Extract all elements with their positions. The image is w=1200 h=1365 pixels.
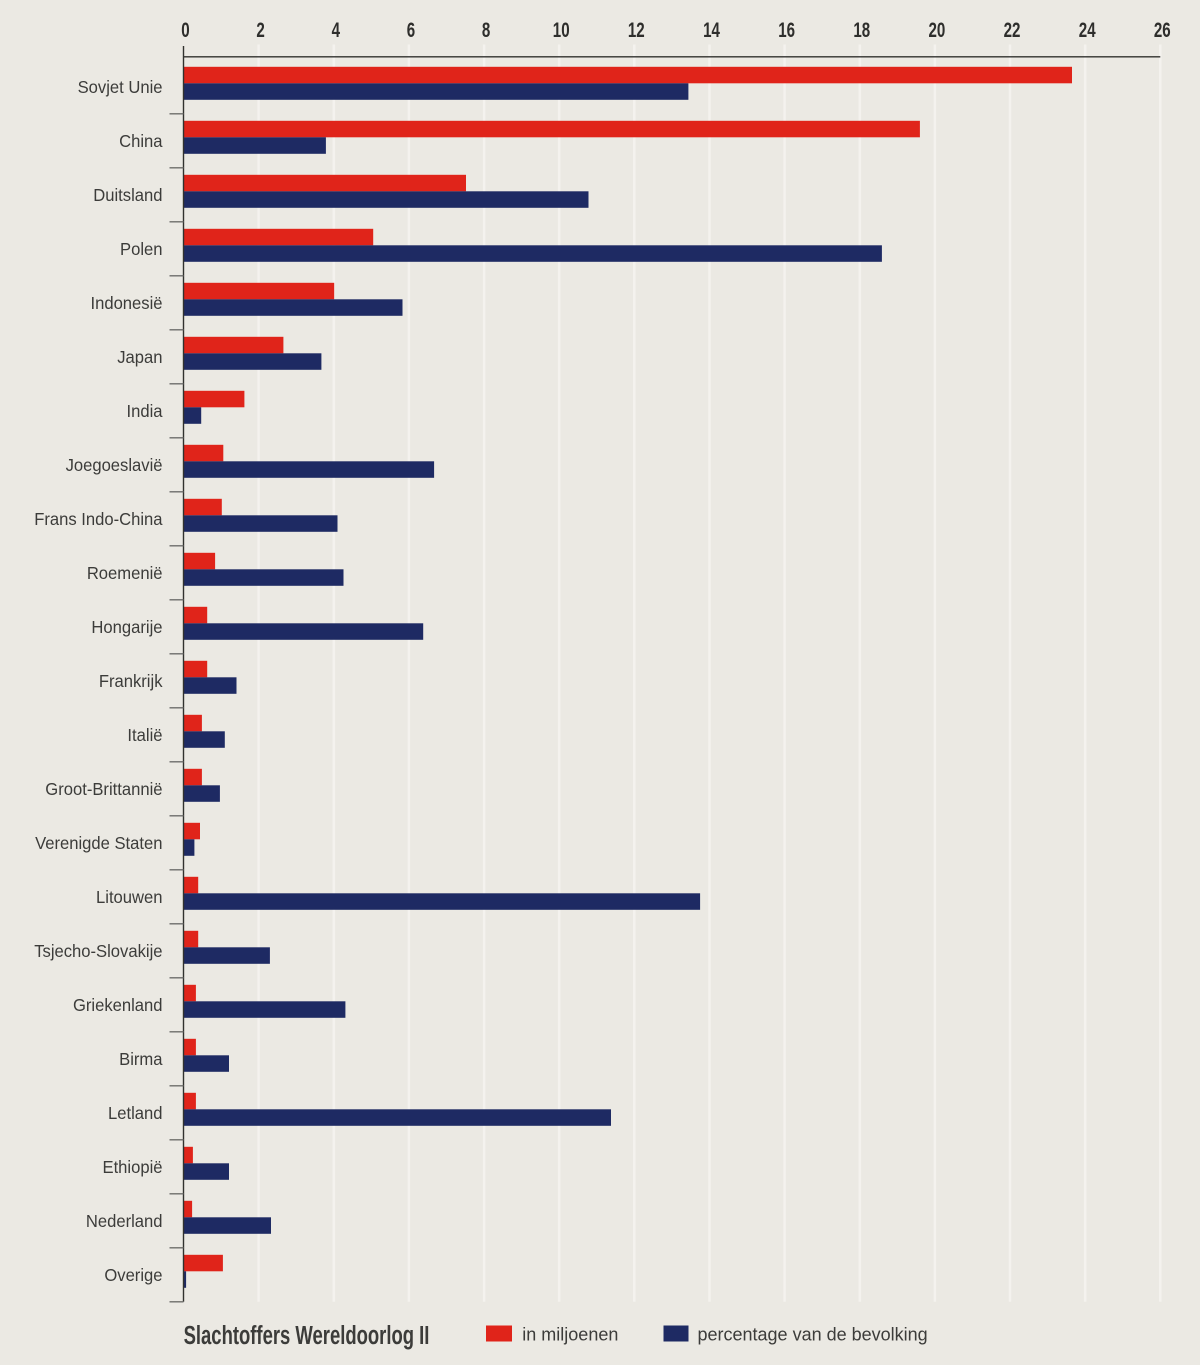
svg-text:Frankrijk: Frankrijk [99, 671, 163, 690]
svg-text:Polen: Polen [120, 239, 162, 258]
svg-text:Sovjet Unie: Sovjet Unie [78, 77, 163, 96]
svg-text:4: 4 [332, 17, 341, 41]
svg-text:Indonesië: Indonesië [90, 293, 162, 312]
svg-text:India: India [126, 401, 163, 420]
svg-text:Roemenië: Roemenië [87, 563, 163, 582]
svg-text:18: 18 [853, 17, 870, 41]
svg-text:Tsjecho-Slovakije: Tsjecho-Slovakije [34, 941, 162, 960]
svg-text:Ethiopië: Ethiopië [102, 1157, 162, 1176]
svg-text:China: China [119, 131, 163, 150]
svg-text:Verenigde Staten: Verenigde Staten [35, 833, 162, 852]
svg-text:20: 20 [928, 17, 945, 41]
svg-text:16: 16 [778, 17, 795, 41]
svg-text:Japan: Japan [117, 347, 162, 366]
svg-text:Litouwen: Litouwen [96, 887, 162, 906]
svg-text:Overige: Overige [104, 1265, 162, 1284]
svg-text:0: 0 [181, 17, 189, 41]
svg-text:Nederland: Nederland [86, 1211, 163, 1230]
svg-text:Joegoeslavië: Joegoeslavië [66, 455, 163, 474]
svg-text:14: 14 [703, 17, 720, 41]
svg-text:in miljoenen: in miljoenen [522, 1325, 618, 1345]
svg-text:Griekenland: Griekenland [73, 995, 163, 1014]
svg-text:26: 26 [1154, 17, 1171, 41]
svg-text:Groot-Brittannië: Groot-Brittannië [45, 779, 162, 798]
svg-text:22: 22 [1004, 17, 1021, 41]
svg-text:Birma: Birma [119, 1049, 163, 1068]
svg-text:Slachtoffers Wereldoorlog II: Slachtoffers Wereldoorlog II [184, 1321, 430, 1350]
svg-text:percentage van de bevolking: percentage van de bevolking [698, 1325, 928, 1345]
svg-text:10: 10 [553, 17, 570, 41]
svg-text:24: 24 [1079, 17, 1096, 41]
svg-text:Hongarije: Hongarije [91, 617, 162, 636]
svg-text:8: 8 [482, 17, 490, 41]
svg-text:6: 6 [407, 17, 415, 41]
svg-text:Italië: Italië [127, 725, 162, 744]
svg-text:Frans Indo-China: Frans Indo-China [34, 509, 163, 528]
svg-text:Duitsland: Duitsland [93, 185, 162, 204]
svg-text:12: 12 [628, 17, 645, 41]
svg-text:Letland: Letland [108, 1103, 162, 1122]
svg-text:2: 2 [256, 17, 264, 41]
